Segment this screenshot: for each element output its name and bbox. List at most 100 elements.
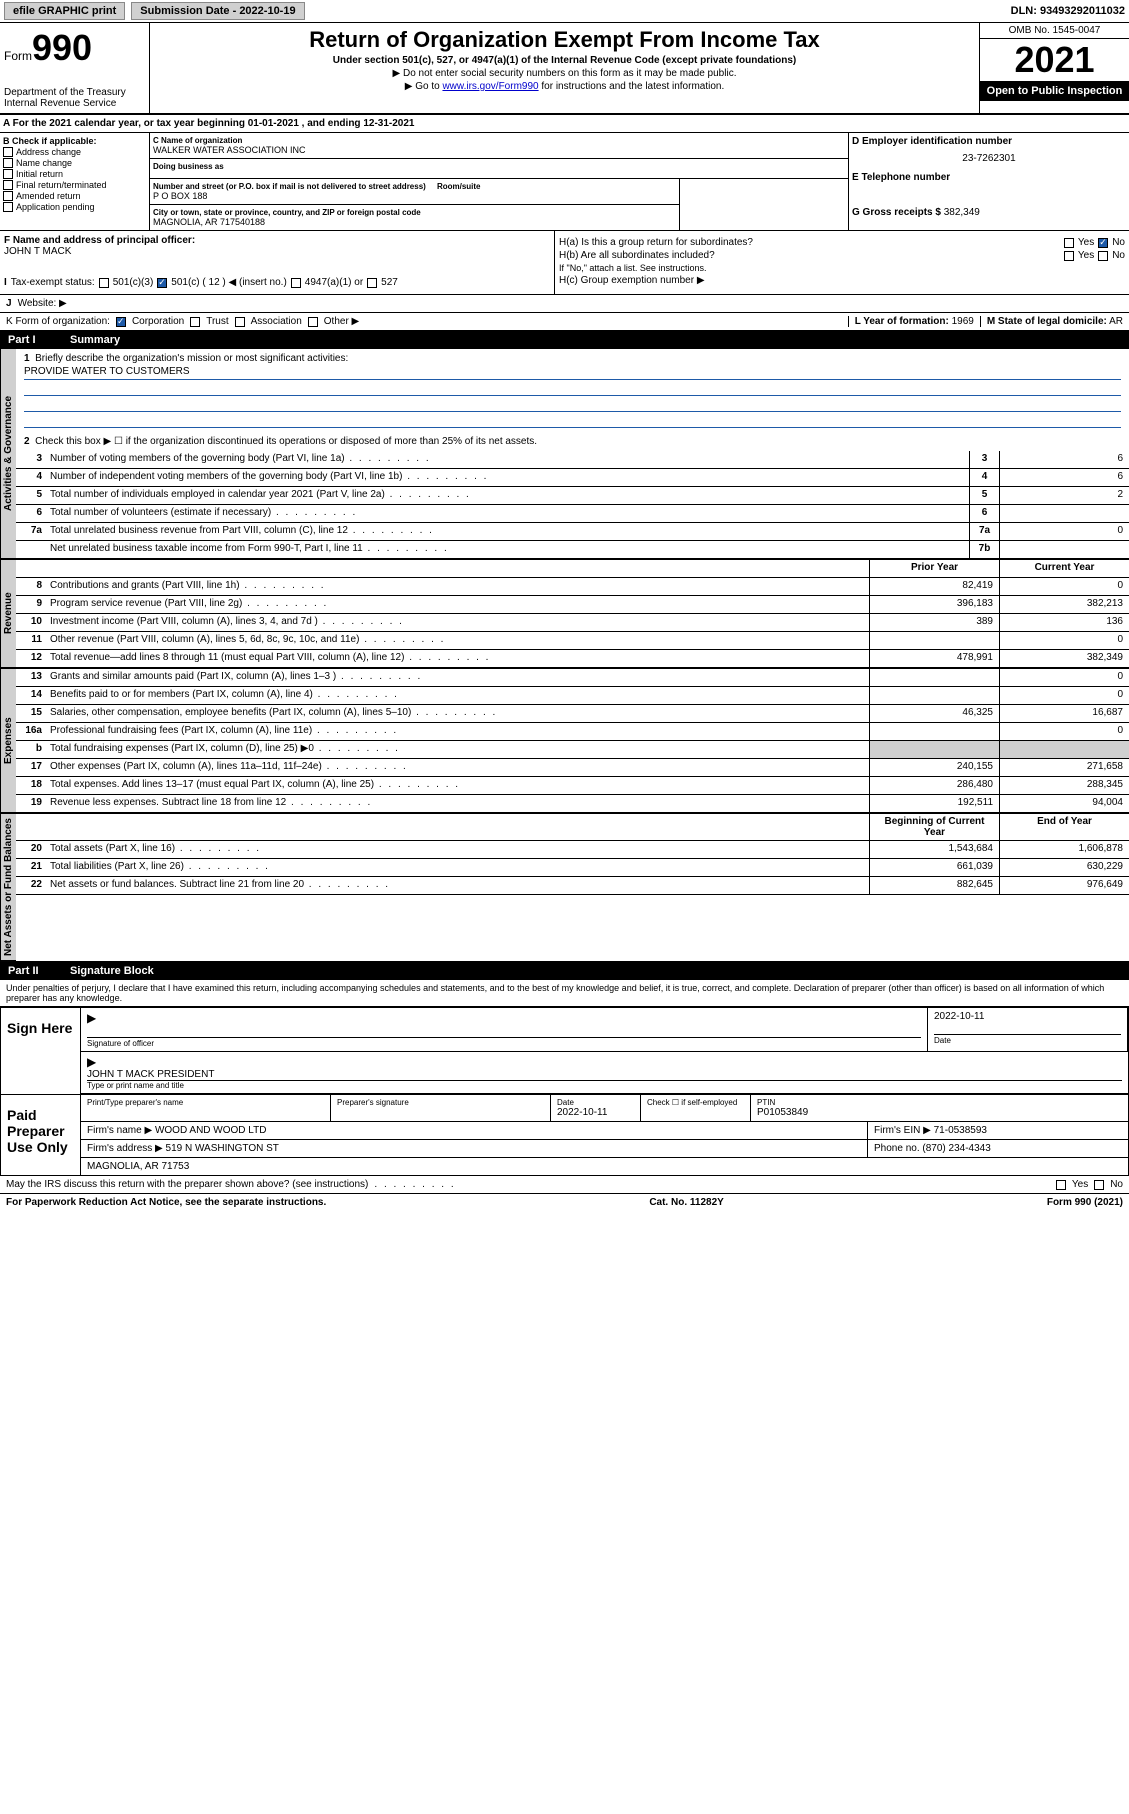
check-hb-yes[interactable] <box>1064 251 1074 261</box>
gross-receipts-label: G Gross receipts $ <box>852 207 941 218</box>
col-end: End of Year <box>999 814 1129 840</box>
row-j: J Website: ▶ <box>0 295 1129 313</box>
netassets-header-row: Beginning of Current Year End of Year <box>16 814 1129 841</box>
check-4947[interactable] <box>291 278 301 288</box>
lbl-address-change: Address change <box>16 147 81 157</box>
ptin-label: PTIN <box>757 1098 1122 1107</box>
may-irs-text: May the IRS discuss this return with the… <box>6 1179 368 1190</box>
prep-date: 2022-10-11 <box>557 1107 634 1118</box>
hc-label: H(c) Group exemption number ▶ <box>559 275 705 286</box>
vlabel-governance: Activities & Governance <box>0 349 16 559</box>
form-header: Form 990 Department of the Treasury Inte… <box>0 23 1129 115</box>
lbl-irs-yes: Yes <box>1072 1179 1088 1190</box>
col-prior: Prior Year <box>869 560 999 577</box>
table-row: 18 Total expenses. Add lines 13–17 (must… <box>16 777 1129 795</box>
check-501c[interactable] <box>157 278 167 288</box>
check-name-change[interactable] <box>3 158 13 168</box>
year-formation-label: L Year of formation: <box>855 316 949 327</box>
lbl-501c: 501(c) ( 12 ) ◀ (insert no.) <box>171 277 287 288</box>
submission-button[interactable]: Submission Date - 2022-10-19 <box>131 2 304 20</box>
check-irs-yes[interactable] <box>1056 1180 1066 1190</box>
may-irs-row: May the IRS discuss this return with the… <box>0 1176 1129 1194</box>
vlabel-expenses: Expenses <box>0 669 16 813</box>
form-note-2-post: for instructions and the latest informat… <box>539 81 725 92</box>
sig-date-label: Date <box>934 1034 1121 1045</box>
top-bar: efile GRAPHIC print Submission Date - 20… <box>0 0 1129 23</box>
prep-name-label: Print/Type preparer's name <box>87 1098 324 1107</box>
check-ha-yes[interactable] <box>1064 238 1074 248</box>
officer-name-title: JOHN T MACK PRESIDENT <box>87 1069 1122 1080</box>
table-row: 22 Net assets or fund balances. Subtract… <box>16 877 1129 895</box>
check-address-change[interactable] <box>3 147 13 157</box>
firm-addr-label: Firm's address ▶ <box>87 1143 163 1154</box>
state-domicile-label: M State of legal domicile: <box>987 316 1107 327</box>
lbl-yes-2: Yes <box>1078 250 1094 261</box>
ptin-value: P01053849 <box>757 1107 1122 1118</box>
form-subtitle: Under section 501(c), 527, or 4947(a)(1)… <box>154 55 975 66</box>
efile-button[interactable]: efile GRAPHIC print <box>4 2 125 20</box>
state-domicile-value: AR <box>1109 316 1123 327</box>
check-initial-return[interactable] <box>3 169 13 179</box>
lbl-yes-1: Yes <box>1078 237 1094 248</box>
check-final-return[interactable] <box>3 180 13 190</box>
check-irs-no[interactable] <box>1094 1180 1104 1190</box>
mission-text: PROVIDE WATER TO CUSTOMERS <box>24 366 1121 380</box>
table-row: 4 Number of independent voting members o… <box>16 469 1129 487</box>
q2-text: Check this box ▶ ☐ if the organization d… <box>35 436 537 447</box>
lbl-trust: Trust <box>206 316 228 327</box>
lbl-initial-return: Initial return <box>16 169 63 179</box>
table-row: b Total fundraising expenses (Part IX, c… <box>16 741 1129 759</box>
table-row: 8 Contributions and grants (Part VIII, l… <box>16 578 1129 596</box>
table-row: 9 Program service revenue (Part VIII, li… <box>16 596 1129 614</box>
dln-text: DLN: 93493292011032 <box>1011 5 1125 17</box>
check-ha-no[interactable] <box>1098 238 1108 248</box>
check-assoc[interactable] <box>235 317 245 327</box>
org-name: WALKER WATER ASSOCIATION INC <box>153 145 845 155</box>
phone-label: E Telephone number <box>852 172 1126 183</box>
table-row: Net unrelated business taxable income fr… <box>16 541 1129 559</box>
table-row: 7a Total unrelated business revenue from… <box>16 523 1129 541</box>
footer-mid: Cat. No. 11282Y <box>649 1197 723 1208</box>
tax-exempt-label: Tax-exempt status: <box>11 277 95 288</box>
dept-text: Department of the Treasury <box>4 87 145 98</box>
check-501c3[interactable] <box>99 278 109 288</box>
part-2-header: Part II Signature Block <box>0 962 1129 980</box>
irs-link[interactable]: www.irs.gov/Form990 <box>442 81 538 92</box>
check-amended[interactable] <box>3 191 13 201</box>
firm-phone: (870) 234-4343 <box>922 1143 990 1154</box>
firm-addr-2: MAGNOLIA, AR 71753 <box>81 1158 1128 1175</box>
check-527[interactable] <box>367 278 377 288</box>
part-1-title: Summary <box>70 334 120 346</box>
check-hb-no[interactable] <box>1098 251 1108 261</box>
col-begin: Beginning of Current Year <box>869 814 999 840</box>
check-corp[interactable] <box>116 317 126 327</box>
lbl-irs-no: No <box>1110 1179 1123 1190</box>
ein-value: 23-7262301 <box>852 153 1126 164</box>
form-note-2-pre: ▶ Go to <box>405 81 443 92</box>
hb-note: If "No," attach a list. See instructions… <box>559 263 1125 273</box>
irs-text: Internal Revenue Service <box>4 98 145 109</box>
prep-date-label: Date <box>557 1098 634 1107</box>
form-word: Form <box>4 49 32 63</box>
officer-name-title-label: Type or print name and title <box>87 1080 1122 1090</box>
check-other[interactable] <box>308 317 318 327</box>
lbl-501c3: 501(c)(3) <box>113 277 154 288</box>
table-row: 3 Number of voting members of the govern… <box>16 451 1129 469</box>
table-row: 15 Salaries, other compensation, employe… <box>16 705 1129 723</box>
check-trust[interactable] <box>190 317 200 327</box>
firm-addr-1: 519 N WASHINGTON ST <box>166 1143 279 1154</box>
form-note-1: ▶ Do not enter social security numbers o… <box>154 68 975 79</box>
firm-name: WOOD AND WOOD LTD <box>155 1125 266 1136</box>
tax-year: 2021 <box>980 39 1129 81</box>
addr-label: Number and street (or P.O. box if mail i… <box>153 182 426 191</box>
table-row: 21 Total liabilities (Part X, line 26) 6… <box>16 859 1129 877</box>
paid-preparer-label: Paid Preparer Use Only <box>1 1095 81 1175</box>
lbl-app-pending: Application pending <box>16 202 95 212</box>
table-row: 10 Investment income (Part VIII, column … <box>16 614 1129 632</box>
table-row: 12 Total revenue—add lines 8 through 11 … <box>16 650 1129 668</box>
check-app-pending[interactable] <box>3 202 13 212</box>
footer-left: For Paperwork Reduction Act Notice, see … <box>6 1197 326 1208</box>
penalties-text: Under penalties of perjury, I declare th… <box>0 980 1129 1007</box>
lbl-4947: 4947(a)(1) or <box>305 277 363 288</box>
lbl-other: Other ▶ <box>324 316 359 327</box>
